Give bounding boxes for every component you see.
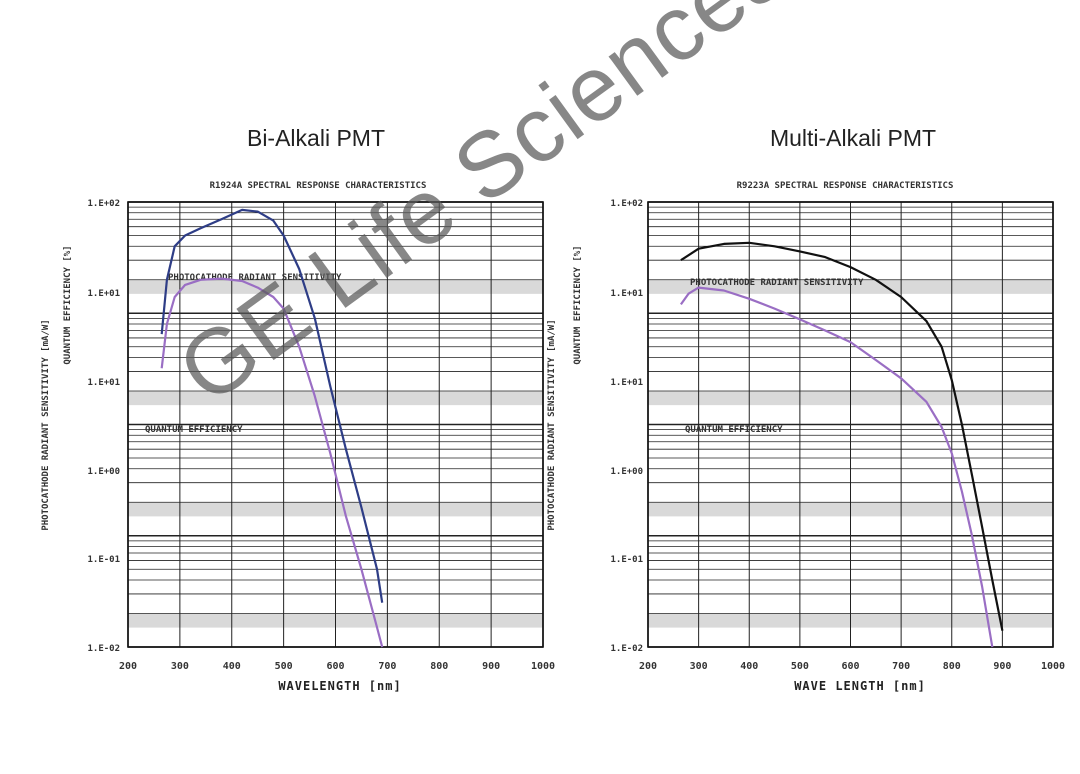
- x-tick-label: 400: [740, 661, 758, 672]
- y-tick-label: 1.E+01: [610, 378, 643, 388]
- y-tick-label: 1.E+01: [610, 289, 643, 299]
- series-line-quantum-efficiency: [160, 277, 384, 648]
- plot-frame: [647, 201, 1054, 648]
- x-tick-label: 400: [223, 661, 241, 672]
- x-tick-label: 900: [993, 661, 1011, 672]
- annotation-quantum-efficiency: QUANTUM EFFICIENCY: [145, 425, 243, 435]
- y-tick-label: 1.E+00: [87, 467, 120, 477]
- y-tick-label: 1.E+01: [87, 378, 120, 388]
- series-line-sensitivity: [160, 208, 384, 603]
- x-tick-label: 800: [943, 661, 961, 672]
- x-axis-label: WAVE LENGTH [nm]: [794, 679, 926, 693]
- x-tick-label: 800: [430, 661, 448, 672]
- chart-title: Bi-Alkali PMT: [247, 125, 385, 151]
- x-tick-label: 200: [119, 661, 137, 672]
- chart-title: Multi-Alkali PMT: [770, 125, 936, 151]
- series-line-sensitivity: [680, 241, 1004, 631]
- y-axis-label-secondary: QUANTUM EFFICIENCY [%]: [63, 245, 73, 364]
- x-tick-label: 700: [378, 661, 396, 672]
- annotation-sensitivity: PHOTOCATHODE RADIANT SENSITIVITY: [690, 278, 864, 288]
- x-tick-label: 600: [326, 661, 344, 672]
- x-tick-label: 500: [791, 661, 809, 672]
- x-axis-label: WAVELENGTH [nm]: [278, 679, 401, 693]
- x-tick-label: 500: [275, 661, 293, 672]
- y-tick-label: 1.E+02: [610, 199, 643, 209]
- y-axis-label-secondary: QUANTUM EFFICIENCY [%]: [573, 245, 583, 364]
- y-axis-label: PHOTOCATHODE RADIANT SENSITIVITY [mA/W]: [547, 319, 557, 530]
- x-tick-label: 1000: [531, 661, 555, 672]
- series-line-quantum-efficiency: [680, 286, 994, 648]
- y-tick-label: 1.E+01: [87, 289, 120, 299]
- x-tick-label: 300: [171, 661, 189, 672]
- chart-panel-1: Bi-Alkali PMT R1924A SPECTRAL RESPONSE CH…: [41, 125, 555, 693]
- x-tick-label: 300: [690, 661, 708, 672]
- x-tick-label: 1000: [1041, 661, 1065, 672]
- y-axis-label: PHOTOCATHODE RADIANT SENSITIVITY [mA/W]: [41, 319, 51, 530]
- chart-panel-2: Multi-Alkali PMT R9223A SPECTRAL RESPONSE…: [547, 125, 1065, 693]
- x-tick-label: 700: [892, 661, 910, 672]
- x-tick-label: 200: [639, 661, 657, 672]
- chart-subtitle: R1924A SPECTRAL RESPONSE CHARACTERISTICS: [210, 181, 427, 191]
- plot-frame: [127, 201, 544, 648]
- chart-subtitle: R9223A SPECTRAL RESPONSE CHARACTERISTICS: [737, 181, 954, 191]
- y-tick-label: 1.E-01: [610, 555, 643, 565]
- y-tick-label: 1.E+00: [610, 467, 643, 477]
- y-tick-label: 1.E-02: [610, 644, 643, 654]
- y-tick-label: 1.E-01: [87, 555, 120, 565]
- y-tick-label: 1.E+02: [87, 199, 120, 209]
- x-tick-label: 600: [841, 661, 859, 672]
- x-tick-label: 900: [482, 661, 500, 672]
- y-tick-label: 1.E-02: [87, 644, 120, 654]
- annotation-sensitivity: PHOTOCATHODE RADIANT SENSITIVITY: [168, 273, 342, 283]
- annotation-quantum-efficiency: QUANTUM EFFICIENCY: [685, 425, 783, 435]
